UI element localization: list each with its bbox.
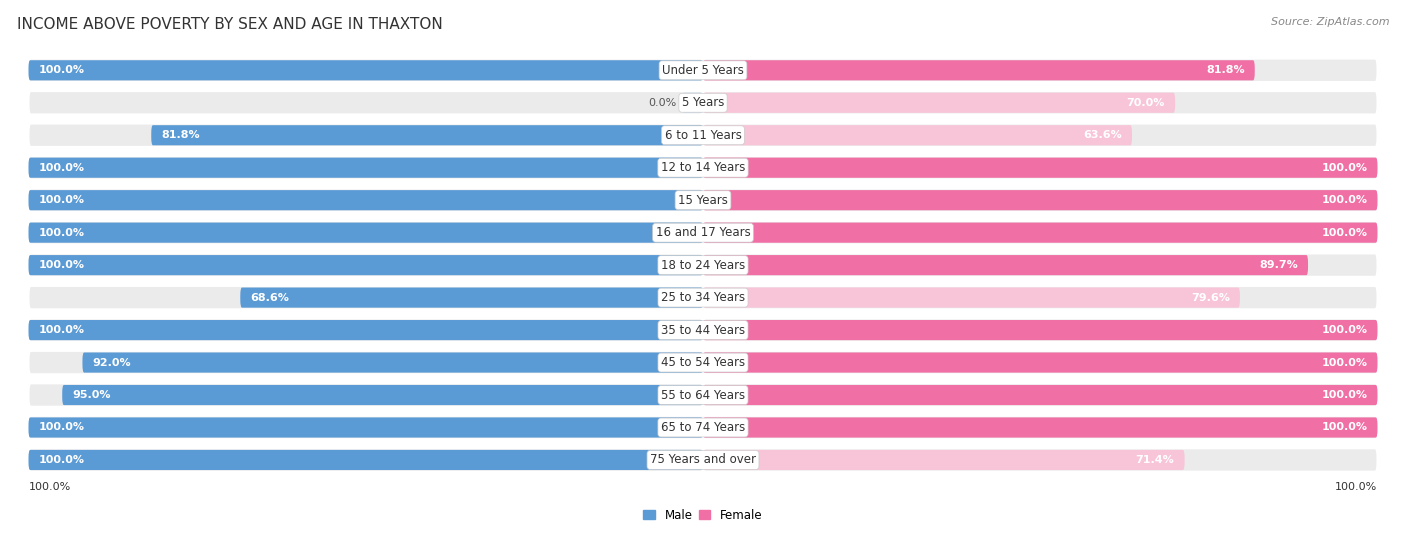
Text: 81.8%: 81.8%: [1206, 65, 1244, 75]
FancyBboxPatch shape: [703, 93, 1175, 113]
Text: 95.0%: 95.0%: [72, 390, 111, 400]
Text: 100.0%: 100.0%: [1322, 228, 1368, 238]
Text: 89.7%: 89.7%: [1260, 260, 1298, 270]
Text: 68.6%: 68.6%: [250, 292, 290, 302]
FancyBboxPatch shape: [703, 319, 1378, 341]
FancyBboxPatch shape: [703, 189, 1378, 212]
Text: 100.0%: 100.0%: [1322, 195, 1368, 205]
FancyBboxPatch shape: [703, 287, 1240, 307]
FancyBboxPatch shape: [703, 351, 1378, 374]
Text: 100.0%: 100.0%: [38, 228, 84, 238]
Text: 65 to 74 Years: 65 to 74 Years: [661, 421, 745, 434]
Text: 100.0%: 100.0%: [38, 422, 84, 432]
FancyBboxPatch shape: [240, 287, 703, 307]
FancyBboxPatch shape: [703, 417, 1378, 437]
Text: 100.0%: 100.0%: [38, 195, 84, 205]
FancyBboxPatch shape: [28, 450, 703, 470]
FancyBboxPatch shape: [703, 448, 1378, 472]
FancyBboxPatch shape: [703, 385, 1378, 405]
FancyBboxPatch shape: [28, 60, 703, 80]
FancyBboxPatch shape: [28, 59, 703, 82]
FancyBboxPatch shape: [28, 320, 703, 340]
FancyBboxPatch shape: [703, 416, 1378, 439]
Text: 100.0%: 100.0%: [1322, 325, 1368, 335]
Text: 16 and 17 Years: 16 and 17 Years: [655, 226, 751, 239]
Text: 100.0%: 100.0%: [28, 482, 70, 492]
Text: 45 to 54 Years: 45 to 54 Years: [661, 356, 745, 369]
FancyBboxPatch shape: [28, 189, 703, 212]
FancyBboxPatch shape: [28, 158, 703, 178]
Text: 92.0%: 92.0%: [93, 358, 131, 368]
Text: 25 to 34 Years: 25 to 34 Years: [661, 291, 745, 304]
FancyBboxPatch shape: [703, 156, 1378, 180]
FancyBboxPatch shape: [28, 416, 703, 439]
Text: 71.4%: 71.4%: [1136, 455, 1174, 465]
FancyBboxPatch shape: [703, 223, 1378, 243]
FancyBboxPatch shape: [703, 158, 1378, 178]
FancyBboxPatch shape: [83, 353, 703, 373]
FancyBboxPatch shape: [152, 125, 703, 145]
FancyBboxPatch shape: [28, 123, 703, 147]
FancyBboxPatch shape: [703, 60, 1254, 80]
FancyBboxPatch shape: [28, 448, 703, 472]
FancyBboxPatch shape: [28, 351, 703, 374]
FancyBboxPatch shape: [28, 383, 703, 407]
FancyBboxPatch shape: [703, 125, 1132, 145]
FancyBboxPatch shape: [28, 190, 703, 210]
Text: 35 to 44 Years: 35 to 44 Years: [661, 324, 745, 336]
Text: 6 to 11 Years: 6 to 11 Years: [665, 129, 741, 142]
FancyBboxPatch shape: [28, 223, 703, 243]
FancyBboxPatch shape: [703, 320, 1378, 340]
Text: 100.0%: 100.0%: [38, 455, 84, 465]
FancyBboxPatch shape: [703, 190, 1378, 210]
FancyBboxPatch shape: [28, 156, 703, 180]
FancyBboxPatch shape: [683, 93, 703, 113]
FancyBboxPatch shape: [28, 255, 703, 275]
Text: 70.0%: 70.0%: [1126, 98, 1166, 108]
Text: 100.0%: 100.0%: [1322, 422, 1368, 432]
FancyBboxPatch shape: [703, 286, 1378, 309]
Text: 100.0%: 100.0%: [38, 163, 84, 173]
FancyBboxPatch shape: [28, 417, 703, 437]
Text: 63.6%: 63.6%: [1083, 130, 1122, 140]
Text: 100.0%: 100.0%: [38, 325, 84, 335]
Text: Under 5 Years: Under 5 Years: [662, 64, 744, 77]
FancyBboxPatch shape: [703, 383, 1378, 407]
FancyBboxPatch shape: [62, 385, 703, 405]
FancyBboxPatch shape: [28, 319, 703, 341]
FancyBboxPatch shape: [28, 91, 703, 114]
FancyBboxPatch shape: [703, 91, 1378, 114]
FancyBboxPatch shape: [703, 123, 1378, 147]
FancyBboxPatch shape: [28, 221, 703, 244]
FancyBboxPatch shape: [28, 286, 703, 309]
FancyBboxPatch shape: [703, 59, 1378, 82]
Text: Source: ZipAtlas.com: Source: ZipAtlas.com: [1271, 17, 1389, 27]
Text: 55 to 64 Years: 55 to 64 Years: [661, 388, 745, 402]
Text: 100.0%: 100.0%: [38, 65, 84, 75]
Text: 5 Years: 5 Years: [682, 97, 724, 109]
FancyBboxPatch shape: [703, 253, 1378, 277]
FancyBboxPatch shape: [703, 450, 1185, 470]
Text: 79.6%: 79.6%: [1191, 292, 1230, 302]
Text: 15 Years: 15 Years: [678, 194, 728, 206]
Text: 18 to 24 Years: 18 to 24 Years: [661, 259, 745, 272]
Text: 81.8%: 81.8%: [162, 130, 200, 140]
Text: 100.0%: 100.0%: [38, 260, 84, 270]
FancyBboxPatch shape: [703, 255, 1308, 275]
FancyBboxPatch shape: [703, 221, 1378, 244]
Text: 100.0%: 100.0%: [1322, 163, 1368, 173]
FancyBboxPatch shape: [703, 353, 1378, 373]
FancyBboxPatch shape: [28, 253, 703, 277]
Text: 12 to 14 Years: 12 to 14 Years: [661, 161, 745, 174]
Text: INCOME ABOVE POVERTY BY SEX AND AGE IN THAXTON: INCOME ABOVE POVERTY BY SEX AND AGE IN T…: [17, 17, 443, 32]
Text: 100.0%: 100.0%: [1322, 390, 1368, 400]
Text: 75 Years and over: 75 Years and over: [650, 454, 756, 466]
Text: 0.0%: 0.0%: [648, 98, 676, 108]
Text: 100.0%: 100.0%: [1322, 358, 1368, 368]
Legend: Male, Female: Male, Female: [638, 504, 768, 527]
Text: 100.0%: 100.0%: [1336, 482, 1378, 492]
